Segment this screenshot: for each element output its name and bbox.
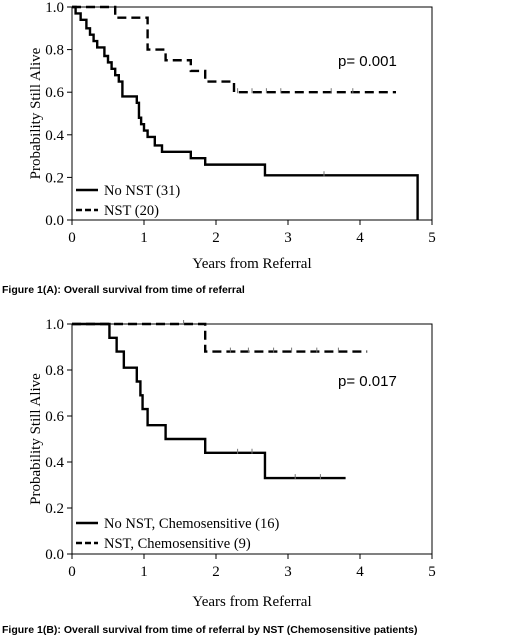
legend-label: No NST (31) <box>104 183 180 199</box>
y-tick-label: 0.0 <box>45 213 64 229</box>
p-value-annotation: p= 0.017 <box>338 373 397 390</box>
x-axis-label: Years from Referral <box>192 594 311 610</box>
figure-caption-a: Figure 1(A): Overall survival from time … <box>2 284 245 296</box>
series-line-no-nst <box>72 5 419 220</box>
y-tick-label: 0.2 <box>45 501 64 517</box>
y-tick-label: 1.0 <box>45 0 64 16</box>
y-tick-label: 0.6 <box>45 409 64 425</box>
x-tick-label: 5 <box>428 564 436 580</box>
y-tick-label: 0.0 <box>45 547 64 563</box>
y-tick-label: 0.8 <box>45 363 64 379</box>
x-tick-label: 4 <box>356 230 364 246</box>
series-line-nst <box>72 322 368 353</box>
x-tick-label: 3 <box>284 564 292 580</box>
survival-chart-a: 0.0 0.2 0.4 0.6 0.8 1.0 0 1 2 3 4 5 Years from Refer… <box>28 0 436 272</box>
legend-label: NST, Chemosensitive (9) <box>104 536 251 552</box>
series-line-no-nst <box>72 322 346 480</box>
x-tick-label: 5 <box>428 230 436 246</box>
x-tick-label: 4 <box>356 564 364 580</box>
chart-panel-b: 0.0 0.2 0.4 0.6 0.8 1.0 0 1 2 3 4 5 Years from Refer… <box>0 316 520 638</box>
x-tick-label: 3 <box>284 230 292 246</box>
x-tick-label: 0 <box>68 564 76 580</box>
y-tick-label: 0.4 <box>45 128 64 144</box>
x-tick-label: 2 <box>212 230 220 246</box>
x-tick-label: 1 <box>140 564 148 580</box>
y-axis-label: Probability Still Alive <box>28 373 44 505</box>
plot-frame <box>71 6 433 221</box>
y-axis-label: Probability Still Alive <box>28 47 44 179</box>
x-tick-label: 1 <box>140 230 148 246</box>
y-tick-label: 1.0 <box>45 317 64 333</box>
figure-caption-b: Figure 1(B): Overall survival from time … <box>2 624 418 636</box>
series-line-nst <box>72 5 396 94</box>
legend-label: NST (20) <box>104 203 159 219</box>
x-tick-label: 2 <box>212 564 220 580</box>
chart-panel-a: 0.0 0.2 0.4 0.6 0.8 1.0 0 1 2 3 4 5 Years from Refer… <box>0 0 520 300</box>
x-axis-label: Years from Referral <box>192 256 311 272</box>
y-tick-label: 0.6 <box>45 85 64 101</box>
p-value-annotation: p= 0.001 <box>338 53 397 70</box>
legend-label: No NST, Chemosensitive (16) <box>104 516 279 532</box>
survival-chart-b: 0.0 0.2 0.4 0.6 0.8 1.0 0 1 2 3 4 5 Years from Refer… <box>28 317 436 610</box>
y-tick-label: 0.2 <box>45 170 64 186</box>
x-tick-label: 0 <box>68 230 76 246</box>
plot-frame <box>71 323 433 555</box>
y-tick-label: 0.4 <box>45 455 64 471</box>
y-tick-label: 0.8 <box>45 43 64 59</box>
